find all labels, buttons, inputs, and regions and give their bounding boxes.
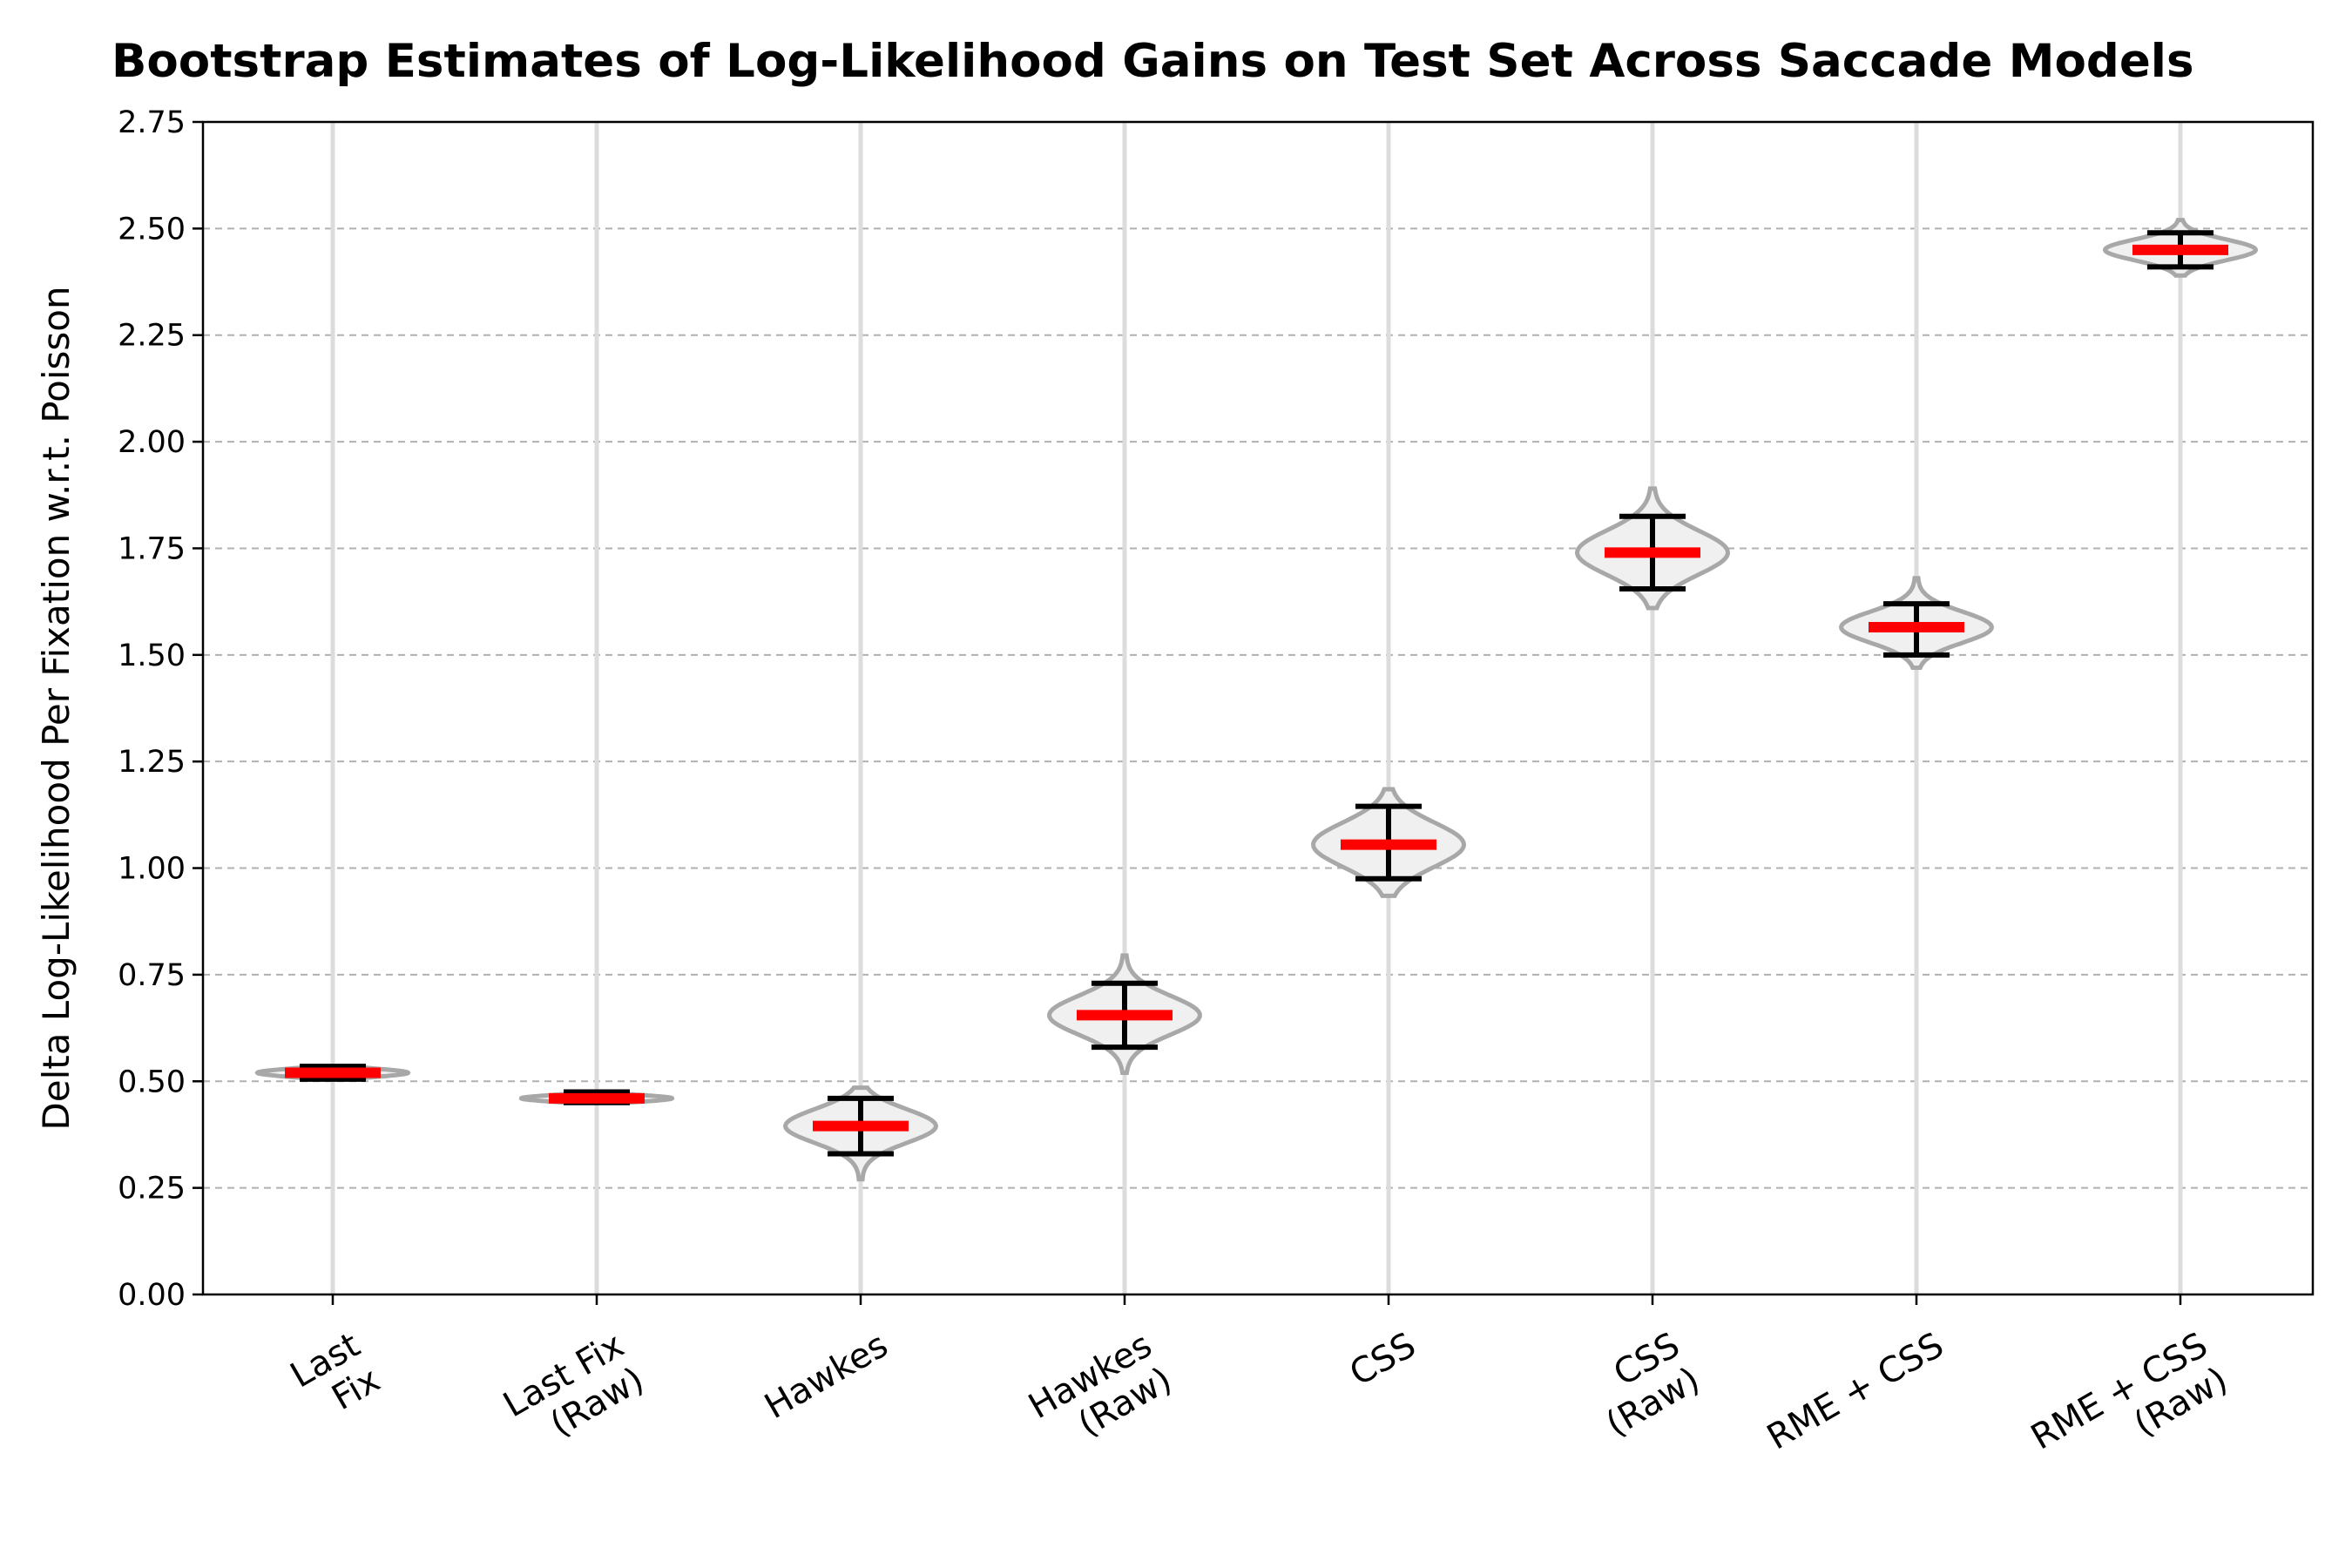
y-tick-label: 0.00 (118, 1278, 186, 1313)
y-tick-label: 1.50 (118, 639, 186, 673)
y-tick-label: 0.50 (118, 1064, 186, 1099)
plot-frame (201, 120, 2315, 1296)
x-tick-label-group: Hawkes (758, 1325, 895, 1427)
y-tick-label: 1.00 (118, 852, 186, 887)
category-guide-lines (330, 122, 2183, 1294)
y-tick-label: 2.00 (118, 425, 186, 460)
x-tick-label-group: Hawkes(Raw) (1022, 1325, 1179, 1444)
y-tick-label: 0.25 (118, 1172, 186, 1206)
x-tick-label-group: RME + CSS (1761, 1325, 1950, 1457)
y-tick-label: 0.75 (118, 958, 186, 993)
x-tick-label-group: CSS(Raw) (1599, 1325, 1707, 1444)
x-tick-label-group: CSS (1343, 1325, 1423, 1394)
y-tick-label: 1.25 (118, 745, 186, 780)
y-tick-label: 1.75 (118, 531, 186, 566)
y-tick-label: 2.25 (118, 319, 186, 354)
x-tick-label-group: RME + CSS(Raw) (2024, 1325, 2234, 1457)
x-tick-label: CSS (1343, 1325, 1423, 1394)
y-axis-label: Delta Log-Likelihood Per Fixation w.r.t.… (35, 286, 78, 1130)
grid-layer (203, 227, 2313, 1189)
violin-layer (254, 218, 2259, 1182)
chart-title: Bootstrap Estimates of Log-Likelihood Ga… (112, 35, 2194, 88)
y-tick-label: 2.75 (118, 105, 186, 140)
x-tick-label: Hawkes (758, 1325, 895, 1427)
x-tick-label-group: Last Fix(Raw) (497, 1325, 651, 1444)
x-tick-label: RME + CSS (1761, 1325, 1950, 1457)
y-axis-ticks: 0.00 0.25 0.50 0.75 1.00 1.25 1.50 1.75 2.00 2.25… (118, 105, 203, 1313)
y-tick-label: 2.50 (118, 212, 186, 247)
